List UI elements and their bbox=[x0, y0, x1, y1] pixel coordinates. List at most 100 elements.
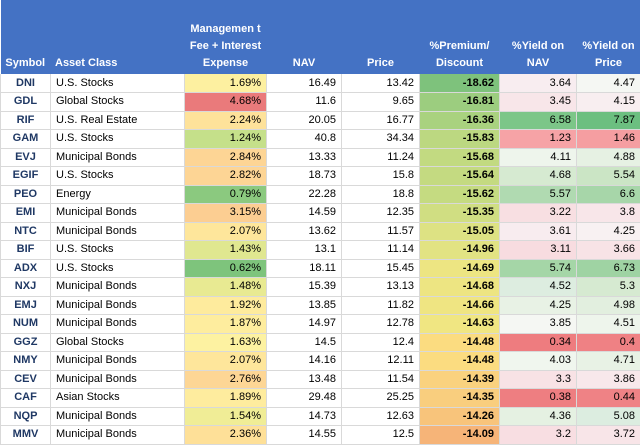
fee-cell: 1.54% bbox=[185, 407, 267, 426]
yield-price-cell: 5.3 bbox=[577, 278, 640, 297]
nav-cell: 18.11 bbox=[267, 259, 342, 278]
fee-cell: 1.43% bbox=[185, 241, 267, 260]
asset-class-cell: Municipal Bonds bbox=[51, 370, 185, 389]
nav-cell: 14.59 bbox=[267, 204, 342, 223]
premium-cell: -15.64 bbox=[420, 167, 500, 186]
premium-cell: -18.62 bbox=[420, 74, 500, 93]
yield-price-cell: 0.4 bbox=[577, 333, 640, 352]
premium-cell: -14.39 bbox=[420, 370, 500, 389]
yield-nav-cell: 4.03 bbox=[500, 352, 577, 371]
symbol-cell: EVJ bbox=[1, 148, 51, 167]
price-cell: 12.78 bbox=[342, 315, 420, 334]
fee-cell: 1.69% bbox=[185, 74, 267, 93]
yield-nav-cell: 5.57 bbox=[500, 185, 577, 204]
asset-class-cell: U.S. Stocks bbox=[51, 167, 185, 186]
symbol-cell: NUM bbox=[1, 315, 51, 334]
asset-class-cell: Municipal Bonds bbox=[51, 204, 185, 223]
yield-nav-cell: 3.85 bbox=[500, 315, 577, 334]
premium-cell: -15.35 bbox=[420, 204, 500, 223]
nav-cell: 14.55 bbox=[267, 426, 342, 445]
fee-cell: 4.68% bbox=[185, 93, 267, 112]
price-cell: 9.65 bbox=[342, 93, 420, 112]
symbol-cell: NXJ bbox=[1, 278, 51, 297]
yield-nav-cell: 4.52 bbox=[500, 278, 577, 297]
nav-cell: 40.8 bbox=[267, 130, 342, 149]
yield-nav-cell: 3.11 bbox=[500, 241, 577, 260]
symbol-cell: GDL bbox=[1, 93, 51, 112]
fee-cell: 2.76% bbox=[185, 370, 267, 389]
yield-price-cell: 4.71 bbox=[577, 352, 640, 371]
yield-price-cell: 4.25 bbox=[577, 222, 640, 241]
symbol-cell: EGIF bbox=[1, 167, 51, 186]
nav-cell: 14.73 bbox=[267, 407, 342, 426]
symbol-cell: ADX bbox=[1, 259, 51, 278]
yield-price-cell: 3.72 bbox=[577, 426, 640, 445]
price-cell: 12.4 bbox=[342, 333, 420, 352]
symbol-cell: DNI bbox=[1, 74, 51, 93]
header-yield-price: %Yield on Price bbox=[577, 0, 640, 74]
yield-nav-cell: 3.22 bbox=[500, 204, 577, 223]
yield-nav-cell: 4.25 bbox=[500, 296, 577, 315]
symbol-cell: RIF bbox=[1, 111, 51, 130]
asset-class-cell: Municipal Bonds bbox=[51, 278, 185, 297]
fee-cell: 1.87% bbox=[185, 315, 267, 334]
asset-class-cell: Municipal Bonds bbox=[51, 426, 185, 445]
symbol-cell: NMY bbox=[1, 352, 51, 371]
yield-nav-cell: 4.68 bbox=[500, 167, 577, 186]
nav-cell: 14.16 bbox=[267, 352, 342, 371]
yield-price-cell: 3.66 bbox=[577, 241, 640, 260]
yield-nav-cell: 6.58 bbox=[500, 111, 577, 130]
price-cell: 34.34 bbox=[342, 130, 420, 149]
asset-class-cell: U.S. Stocks bbox=[51, 241, 185, 260]
asset-class-cell: U.S. Stocks bbox=[51, 74, 185, 93]
premium-cell: -14.35 bbox=[420, 389, 500, 408]
nav-cell: 16.49 bbox=[267, 74, 342, 93]
price-cell: 18.8 bbox=[342, 185, 420, 204]
fee-cell: 2.24% bbox=[185, 111, 267, 130]
price-cell: 11.14 bbox=[342, 241, 420, 260]
asset-class-cell: U.S. Stocks bbox=[51, 130, 185, 149]
price-cell: 11.54 bbox=[342, 370, 420, 389]
premium-cell: -14.63 bbox=[420, 315, 500, 334]
fee-cell: 3.15% bbox=[185, 204, 267, 223]
yield-nav-cell: 3.2 bbox=[500, 426, 577, 445]
yield-price-cell: 4.47 bbox=[577, 74, 640, 93]
fee-cell: 2.84% bbox=[185, 148, 267, 167]
yield-nav-cell: 4.11 bbox=[500, 148, 577, 167]
premium-cell: -14.69 bbox=[420, 259, 500, 278]
premium-cell: -14.26 bbox=[420, 407, 500, 426]
asset-class-cell: Asian Stocks bbox=[51, 389, 185, 408]
yield-price-cell: 4.88 bbox=[577, 148, 640, 167]
header-row: Symbol Asset Class Managemen t Fee + Int… bbox=[1, 0, 640, 74]
yield-price-cell: 6.73 bbox=[577, 259, 640, 278]
asset-class-cell: U.S. Real Estate bbox=[51, 111, 185, 130]
nav-cell: 13.85 bbox=[267, 296, 342, 315]
premium-cell: -14.96 bbox=[420, 241, 500, 260]
header-symbol: Symbol bbox=[1, 0, 51, 74]
price-cell: 12.11 bbox=[342, 352, 420, 371]
premium-cell: -14.68 bbox=[420, 278, 500, 297]
symbol-cell: NQP bbox=[1, 407, 51, 426]
fee-cell: 2.36% bbox=[185, 426, 267, 445]
yield-nav-cell: 4.36 bbox=[500, 407, 577, 426]
yield-price-cell: 3.86 bbox=[577, 370, 640, 389]
price-cell: 11.82 bbox=[342, 296, 420, 315]
yield-price-cell: 7.87 bbox=[577, 111, 640, 130]
asset-class-cell: Global Stocks bbox=[51, 93, 185, 112]
yield-price-cell: 1.46 bbox=[577, 130, 640, 149]
yield-price-cell: 6.6 bbox=[577, 185, 640, 204]
premium-cell: -14.09 bbox=[420, 426, 500, 445]
price-cell: 12.63 bbox=[342, 407, 420, 426]
yield-price-cell: 5.54 bbox=[577, 167, 640, 186]
price-cell: 11.57 bbox=[342, 222, 420, 241]
yield-price-cell: 4.98 bbox=[577, 296, 640, 315]
premium-cell: -15.83 bbox=[420, 130, 500, 149]
header-price: Price bbox=[342, 0, 420, 74]
